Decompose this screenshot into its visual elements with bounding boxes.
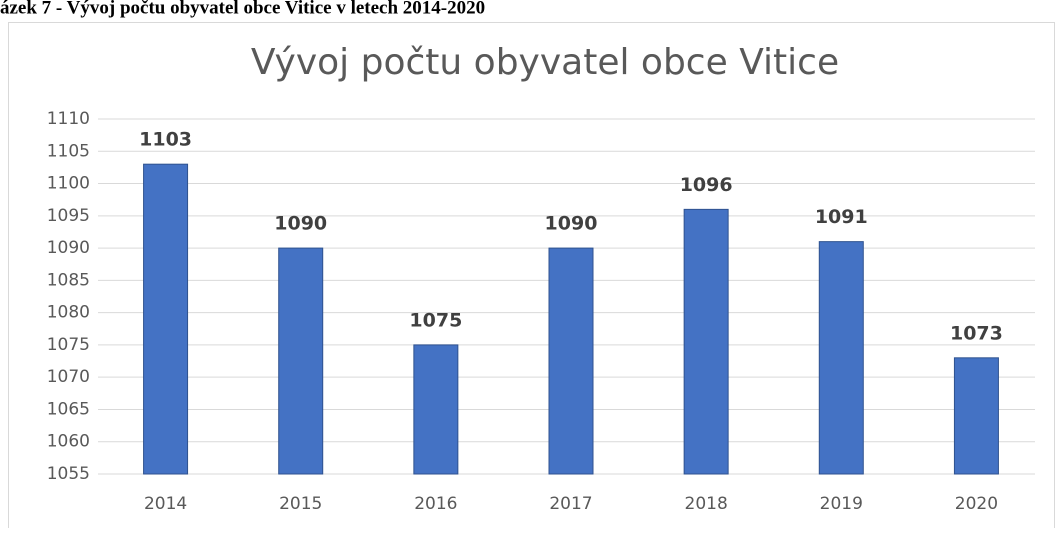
data-label: 1091 bbox=[815, 206, 868, 228]
x-tick-label: 2015 bbox=[279, 494, 322, 514]
bar bbox=[278, 247, 324, 475]
bar bbox=[683, 208, 729, 475]
y-tick-label: 1055 bbox=[47, 464, 90, 484]
bar bbox=[818, 241, 864, 475]
x-tick-label: 2019 bbox=[820, 494, 863, 514]
y-tick-label: 1080 bbox=[47, 303, 90, 323]
y-tick-label: 1110 bbox=[47, 109, 90, 129]
data-label: 1096 bbox=[680, 174, 733, 196]
y-tick-label: 1090 bbox=[47, 238, 90, 258]
x-tick-label: 2016 bbox=[414, 494, 457, 514]
y-tick-label: 1060 bbox=[47, 432, 90, 452]
data-label: 1090 bbox=[545, 213, 598, 235]
data-label: 1073 bbox=[950, 322, 1003, 344]
data-label: 1090 bbox=[274, 213, 327, 235]
y-tick-label: 1065 bbox=[47, 399, 90, 419]
bar bbox=[953, 357, 999, 475]
y-tick-label: 1085 bbox=[47, 270, 90, 290]
data-label: 1075 bbox=[409, 309, 462, 331]
data-label: 1103 bbox=[139, 129, 192, 151]
y-tick-label: 1095 bbox=[47, 206, 90, 226]
x-tick-label: 2014 bbox=[144, 494, 187, 514]
y-tick-label: 1070 bbox=[47, 367, 90, 387]
bar bbox=[413, 344, 459, 475]
bar bbox=[548, 247, 594, 475]
caption: ázek 7 - Vývoj počtu obyvatel obce Vitic… bbox=[0, 0, 485, 18]
y-tick-label: 1105 bbox=[47, 141, 90, 161]
y-tick-label: 1100 bbox=[47, 174, 90, 194]
bar bbox=[143, 163, 189, 475]
x-tick-label: 2018 bbox=[685, 494, 728, 514]
chart-title: Vývoj počtu obyvatel obce Vitice bbox=[251, 42, 839, 83]
y-tick-label: 1075 bbox=[47, 335, 90, 355]
x-tick-label: 2020 bbox=[955, 494, 998, 514]
x-tick-label: 2017 bbox=[549, 494, 592, 514]
